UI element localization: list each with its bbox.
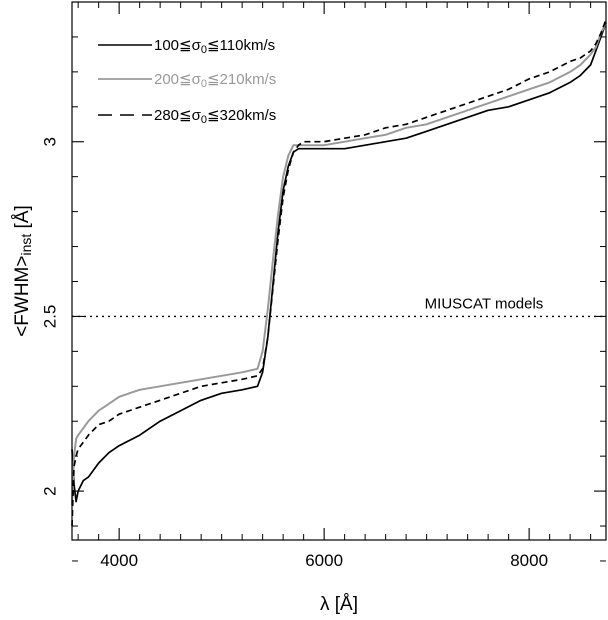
y-axis-label: <FWHM>inst [Å] bbox=[12, 205, 35, 337]
y-tick-label: 2 bbox=[41, 486, 60, 495]
x-axis-label: λ [Å] bbox=[320, 594, 358, 615]
minor-ticks bbox=[72, 1, 606, 562]
major-ticks bbox=[72, 2, 606, 540]
y-tick-label: 2.5 bbox=[41, 305, 60, 329]
series-line-1 bbox=[71, 22, 607, 506]
y-axis-label-sub: inst bbox=[18, 234, 34, 256]
x-tick-label: 4000 bbox=[100, 551, 138, 570]
x-tick-label: 8000 bbox=[510, 551, 548, 570]
plot-frame bbox=[71, 1, 607, 541]
legend: 100≦σ0≦110km/s 200≦σ0≦210km/s 280≦σ0≦320… bbox=[98, 37, 276, 126]
x-tick-labels: 4000 6000 8000 bbox=[100, 551, 548, 570]
series-line-2 bbox=[71, 19, 607, 527]
legend-label-100: 100≦σ0≦110km/s bbox=[154, 37, 275, 56]
x-tick-label: 6000 bbox=[305, 551, 343, 570]
legend-label-280: 280≦σ0≦320km/s bbox=[154, 107, 276, 126]
y-tick-label: 3 bbox=[41, 137, 60, 146]
y-tick-labels: 22.53 bbox=[41, 137, 60, 496]
y-axis-label-unit: [Å] bbox=[12, 205, 33, 234]
series-lines bbox=[71, 19, 607, 527]
legend-entry-280: 280≦σ0≦320km/s bbox=[98, 107, 276, 126]
y-axis-label-main: <FWHM> bbox=[12, 256, 33, 337]
miuscat-annotation: MIUSCAT models bbox=[425, 295, 544, 312]
legend-entry-100: 100≦σ0≦110km/s bbox=[98, 37, 275, 56]
series-line-0 bbox=[71, 22, 607, 503]
legend-entry-200: 200≦σ0≦210km/s bbox=[98, 71, 276, 90]
legend-label-200: 200≦σ0≦210km/s bbox=[154, 71, 276, 90]
